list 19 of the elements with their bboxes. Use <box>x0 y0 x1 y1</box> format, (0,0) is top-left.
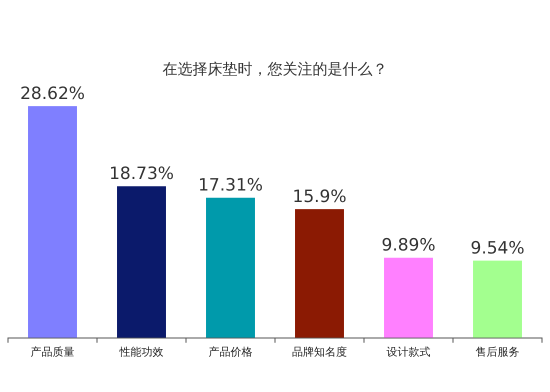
data-label: 9.89% <box>381 236 436 256</box>
x-tick-label: 品牌知名度 <box>292 345 347 358</box>
data-label: 28.62% <box>20 84 85 104</box>
bar <box>206 198 255 338</box>
bar <box>117 186 166 338</box>
x-tick-label: 性能功效 <box>118 345 164 358</box>
data-label: 17.31% <box>198 176 263 196</box>
chart-title: 在选择床垫时，您关注的是什么？ <box>162 60 388 79</box>
x-tick-label: 产品价格 <box>208 345 252 358</box>
bar <box>28 106 77 338</box>
x-tick-label: 设计款式 <box>386 345 430 358</box>
bar <box>473 260 522 338</box>
data-label: 18.73% <box>109 164 174 184</box>
data-label: 9.54% <box>470 238 525 259</box>
x-tick-label: 产品质量 <box>30 345 74 358</box>
bar <box>384 258 433 338</box>
data-label: 15.9% <box>292 187 347 208</box>
x-tick-label: 售后服务 <box>476 345 520 358</box>
bar <box>295 209 344 338</box>
